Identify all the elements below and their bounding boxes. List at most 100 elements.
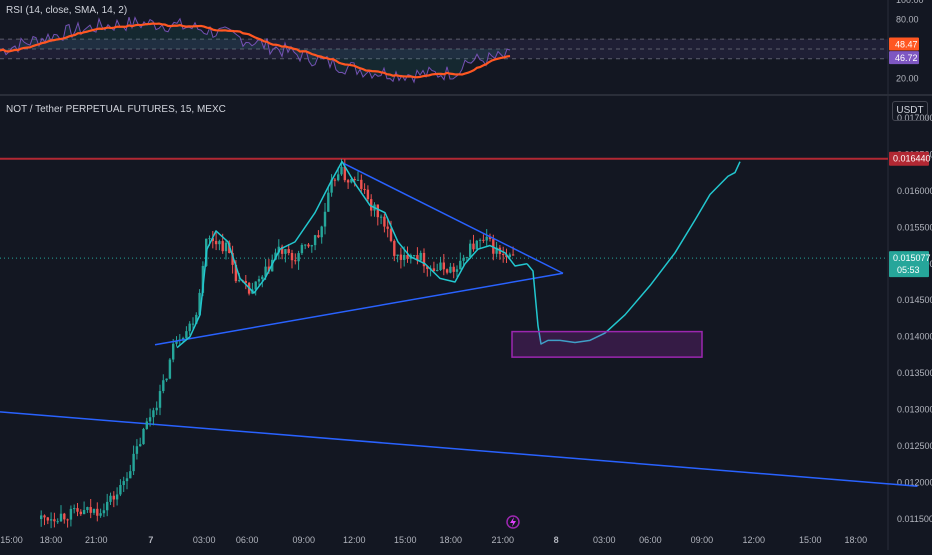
candle [214,240,218,245]
candle [488,236,492,240]
candle [478,239,482,241]
time-tick-label: 15:00 [0,535,23,545]
candle [350,178,353,183]
candle [89,507,92,513]
candle [63,513,66,520]
candle [59,513,63,522]
candle [376,204,379,218]
candle [287,249,290,253]
candle [122,481,125,486]
candle [198,292,201,315]
candle [337,174,340,181]
target-zone-box [511,330,703,358]
candle [294,260,297,262]
candles [40,159,515,529]
rsi-area [0,17,512,83]
candle [452,266,455,272]
candle [66,519,69,521]
price-tick-label: 0.012000 [897,478,932,488]
price-tick-label: 0.014000 [897,332,932,342]
candle [53,519,56,522]
time-tick-label: 03:00 [593,535,616,545]
time-tick-label: 06:00 [639,535,662,545]
currency-button[interactable]: USDT [892,101,928,121]
candle [238,280,241,282]
rsi-badge-label: 48.47 [895,39,918,49]
candle [201,265,205,293]
price-badge-value: 0.015077 [893,253,931,263]
time-tick-label: 21:00 [491,535,514,545]
candle [307,244,310,247]
candle [511,254,515,256]
candle [508,254,511,258]
candle [379,216,383,218]
candle [363,188,366,190]
candle [244,280,247,283]
candle [396,254,399,256]
candle [475,240,478,250]
rsi-line [0,16,511,84]
candle [300,244,304,254]
candle [412,255,416,257]
candle [290,252,294,261]
candle [304,244,307,246]
rsi-badge [889,37,919,51]
candle [162,380,165,392]
candle [317,235,320,238]
candle [254,281,257,290]
time-tick-label: 15:00 [799,535,822,545]
time-tick-label: 06:00 [236,535,259,545]
candle [188,323,191,332]
candle [99,513,102,516]
candle [211,238,214,241]
price-tick-label: 0.014500 [897,295,932,305]
candle [257,279,261,282]
price-legend: NOT / Tether PERPETUAL FUTURES, 15, MEXC [6,104,226,115]
candle [455,269,459,272]
candle [208,238,211,240]
candle [69,508,73,520]
candle [152,410,155,418]
time-tick-label: 21:00 [85,535,108,545]
candle [115,494,119,500]
candle [165,378,168,381]
candle [389,228,393,241]
candle [436,270,439,272]
candle [125,478,129,482]
candle [403,254,406,260]
rsi-tick-label: 100.00 [896,0,924,5]
candle [172,343,175,360]
candle [274,252,277,260]
candle [399,254,403,260]
candle [353,178,356,180]
candle [432,268,436,272]
candle [168,359,172,379]
time-tick-label: 12:00 [343,535,366,545]
candle [343,166,346,181]
candle [330,179,333,193]
candle [264,266,267,277]
candle [224,242,228,252]
candle [340,166,343,175]
candle [366,189,370,200]
time-tick-label: 09:00 [292,535,315,545]
candle [86,507,89,511]
candle [46,517,49,521]
price-tick-label: 0.012500 [897,441,932,451]
candle [280,246,284,254]
candle [158,391,162,408]
candle [106,501,109,511]
time-tick-label: 03:00 [193,535,216,545]
price-tick-label: 0.013000 [897,405,932,415]
candle [297,253,300,262]
candle [92,508,96,513]
candle [360,179,363,189]
price-tick-label: 0.013500 [897,368,932,378]
candle [469,243,472,258]
candle [346,180,350,183]
candle [119,485,122,495]
rsi-tick-label: 80.00 [896,15,919,25]
candle [419,252,422,261]
